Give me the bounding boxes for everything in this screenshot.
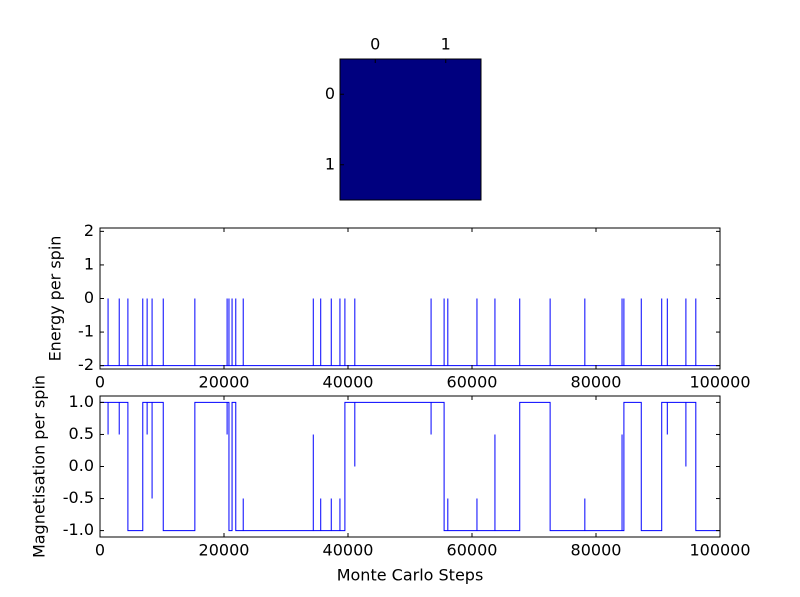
y-tick-label: 0.5 (69, 424, 94, 443)
y-tick-label: -1.0 (63, 520, 94, 539)
x-tick-label: 80000 (571, 541, 622, 560)
heatmap-cell (410, 59, 481, 130)
axes-frame (99, 395, 721, 538)
x-tick-label: 100000 (689, 541, 750, 560)
x-tick-label: 40000 (323, 373, 374, 392)
x-tick-label: 40000 (323, 541, 374, 560)
y-tick-label: -2 (78, 355, 94, 374)
x-tick-label: 60000 (447, 373, 498, 392)
heatmap-cell (340, 129, 411, 200)
x-tick-label: 0 (95, 541, 105, 560)
heatmap-cell (340, 59, 411, 130)
x-tick-label: 20000 (199, 373, 250, 392)
data-line (100, 298, 720, 367)
data-line (100, 401, 720, 532)
y-tick-label: 1 (84, 254, 94, 273)
x-tick-label: 20000 (199, 541, 250, 560)
y-axis-label: Magnetisation per spin (30, 375, 49, 558)
axes-frame (339, 58, 482, 201)
x-tick-label: 0 (370, 35, 380, 54)
y-tick-label: 2 (84, 221, 94, 240)
x-tick-label: 80000 (571, 373, 622, 392)
y-tick-label: 1 (325, 154, 335, 173)
y-tick-label: 0 (325, 84, 335, 103)
x-tick-label: 0 (95, 373, 105, 392)
x-tick-label: 100000 (689, 373, 750, 392)
y-tick-label: -1 (78, 322, 94, 341)
y-tick-label: -0.5 (63, 488, 94, 507)
heatmap-cell (410, 129, 481, 200)
y-tick-label: 1.0 (69, 392, 94, 411)
x-tick-label: 60000 (447, 541, 498, 560)
y-axis-label: Energy per spin (46, 236, 65, 362)
x-axis-label: Monte Carlo Steps (337, 566, 484, 585)
axes-frame (99, 227, 721, 370)
y-tick-label: 0.0 (69, 456, 94, 475)
x-tick-label: 1 (441, 35, 451, 54)
y-tick-label: 0 (84, 288, 94, 307)
